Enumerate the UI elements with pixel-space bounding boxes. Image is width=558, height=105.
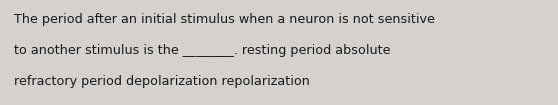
Text: The period after an initial stimulus when a neuron is not sensitive: The period after an initial stimulus whe… — [14, 13, 435, 26]
Text: refractory period depolarization repolarization: refractory period depolarization repolar… — [14, 75, 310, 88]
Text: to another stimulus is the ________. resting period absolute: to another stimulus is the ________. res… — [14, 44, 391, 57]
